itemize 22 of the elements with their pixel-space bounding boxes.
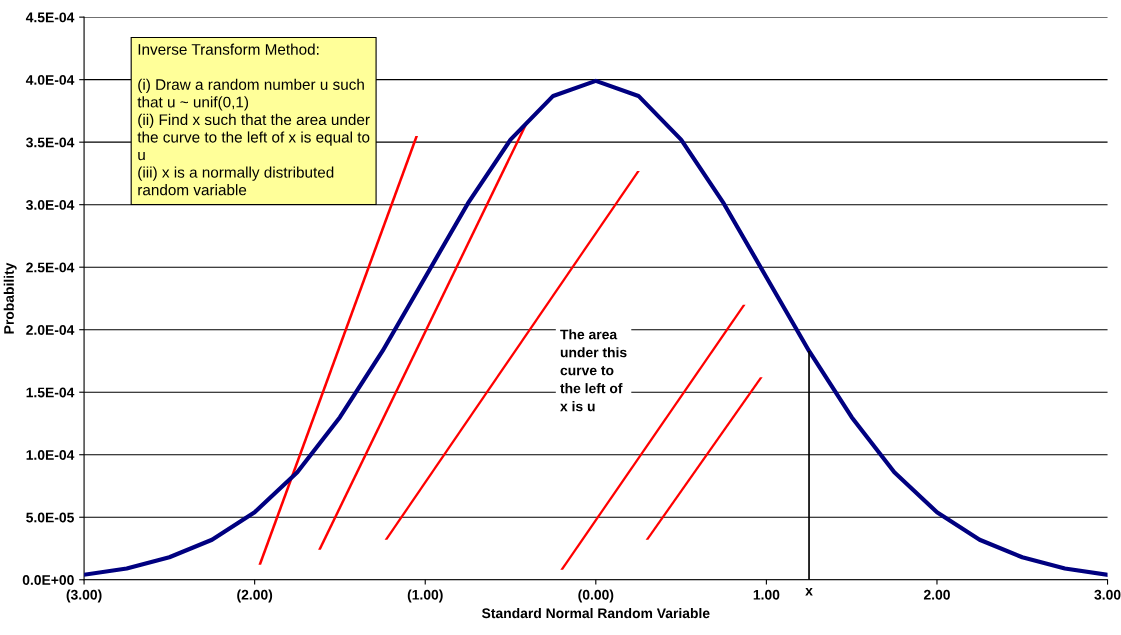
annotation: The area under this curve to the left of x is u: [560, 329, 627, 412]
y-tick-label: 1.5E-04: [26, 387, 75, 398]
x-tick-label: 3.00: [1094, 589, 1121, 600]
y-tick-label: 1.0E-04: [26, 450, 75, 460]
y-tick-label: 5.0E-05: [26, 512, 74, 523]
x-tick-label: (1.00): [407, 589, 443, 603]
text: Inverse Transform Method: (i) Draw a random number u such that u ~ unif(0,1) (ii) Find x such that the area under the curve to the left of x is equal to u (iii) x is a normally distributed random variable: [137, 43, 370, 196]
y-tick-label: 2.5E-04: [26, 262, 75, 273]
x-tick-label: (2.00): [237, 589, 273, 603]
y-tick-label: 3.0E-04: [26, 200, 75, 210]
y-tick-label: 2.0E-04: [26, 325, 75, 335]
y-tick-label: 3.5E-04: [26, 137, 75, 148]
y-tick-label: 0.0E+00: [22, 575, 74, 585]
y-tick-label: 4.5E-04: [25, 12, 75, 23]
x-tick-label: 1.00: [753, 589, 780, 600]
y-tick-label: 4.0E-04: [25, 74, 75, 85]
x-tick-label: (3.00): [66, 589, 102, 603]
ref-line-label: x: [805, 588, 813, 596]
x-axis-title: Standard Normal Random Variable: [481, 607, 710, 619]
x-tick-label: (0.00): [578, 589, 614, 603]
x-tick-label: 2.00: [923, 589, 950, 600]
y-axis-title: Probability: [3, 262, 17, 334]
